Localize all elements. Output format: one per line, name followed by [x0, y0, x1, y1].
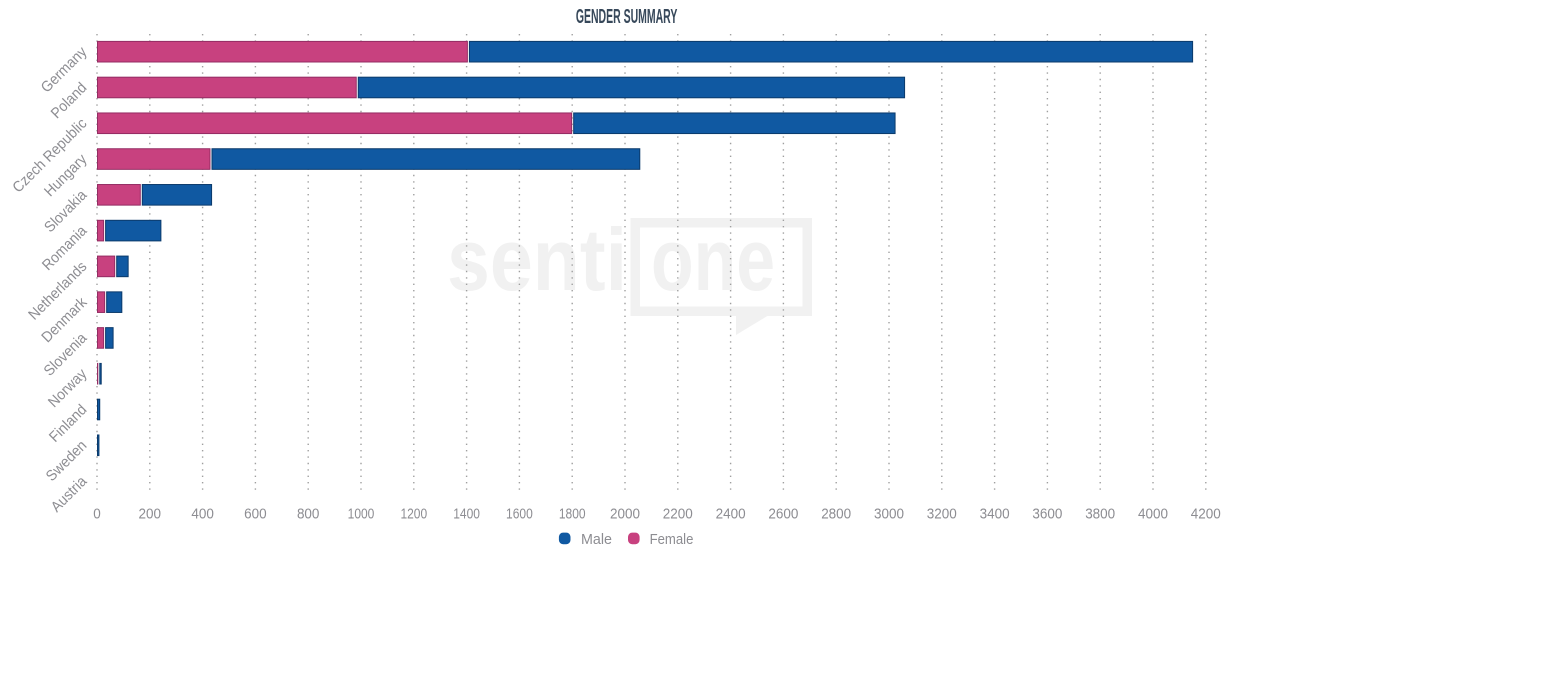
svg-text:2600: 2600	[768, 507, 798, 523]
svg-text:2800: 2800	[821, 507, 851, 523]
svg-text:Female: Female	[650, 532, 694, 548]
svg-text:1800: 1800	[559, 507, 586, 523]
svg-text:800: 800	[297, 507, 320, 523]
svg-text:GENDER SUMMARY: GENDER SUMMARY	[576, 6, 678, 28]
svg-text:1600: 1600	[506, 507, 533, 523]
svg-text:1200: 1200	[400, 507, 427, 523]
svg-text:4000: 4000	[1138, 507, 1168, 523]
svg-text:400: 400	[191, 507, 214, 523]
svg-text:3200: 3200	[927, 507, 957, 523]
svg-text:3400: 3400	[980, 507, 1010, 523]
svg-text:Male: Male	[581, 532, 612, 548]
svg-text:1000: 1000	[348, 507, 375, 523]
svg-text:200: 200	[139, 507, 162, 523]
svg-text:senti: senti	[447, 210, 627, 309]
svg-text:2400: 2400	[716, 507, 746, 523]
svg-text:3800: 3800	[1085, 507, 1115, 523]
svg-text:1400: 1400	[453, 507, 480, 523]
svg-text:4200: 4200	[1191, 507, 1221, 523]
svg-text:0: 0	[93, 507, 101, 523]
svg-text:2000: 2000	[610, 507, 640, 523]
svg-text:one: one	[651, 210, 775, 309]
svg-text:3000: 3000	[874, 507, 904, 523]
svg-text:3600: 3600	[1032, 507, 1062, 523]
svg-text:2200: 2200	[663, 507, 693, 523]
svg-text:600: 600	[244, 507, 267, 523]
